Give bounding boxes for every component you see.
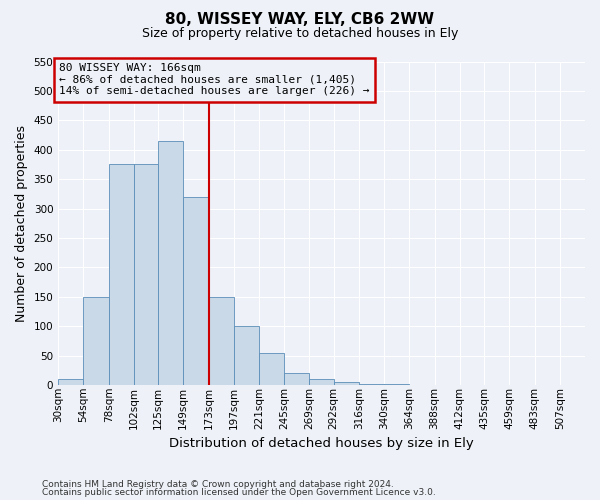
Y-axis label: Number of detached properties: Number of detached properties [15,125,28,322]
Bar [284,374,310,385]
Bar [484,384,509,385]
Text: 80, WISSEY WAY, ELY, CB6 2WW: 80, WISSEY WAY, ELY, CB6 2WW [166,12,434,28]
Bar [409,384,434,385]
Bar [259,353,284,385]
Bar [310,380,334,385]
Text: Contains HM Land Registry data © Crown copyright and database right 2024.: Contains HM Land Registry data © Crown c… [42,480,394,489]
Text: 80 WISSEY WAY: 166sqm
← 86% of detached houses are smaller (1,405)
14% of semi-d: 80 WISSEY WAY: 166sqm ← 86% of detached … [59,64,370,96]
Text: Size of property relative to detached houses in Ely: Size of property relative to detached ho… [142,28,458,40]
Bar [184,197,209,385]
Text: Contains public sector information licensed under the Open Government Licence v3: Contains public sector information licen… [42,488,436,497]
Bar [209,297,234,385]
Bar [384,384,409,385]
Bar [134,164,158,385]
Bar [535,384,560,385]
Bar [359,384,384,385]
Bar [158,141,184,385]
Bar [58,380,83,385]
Bar [83,297,109,385]
X-axis label: Distribution of detached houses by size in Ely: Distribution of detached houses by size … [169,437,474,450]
Bar [560,384,585,385]
Bar [234,326,259,385]
Bar [434,384,460,385]
Bar [334,382,359,385]
Bar [109,164,134,385]
